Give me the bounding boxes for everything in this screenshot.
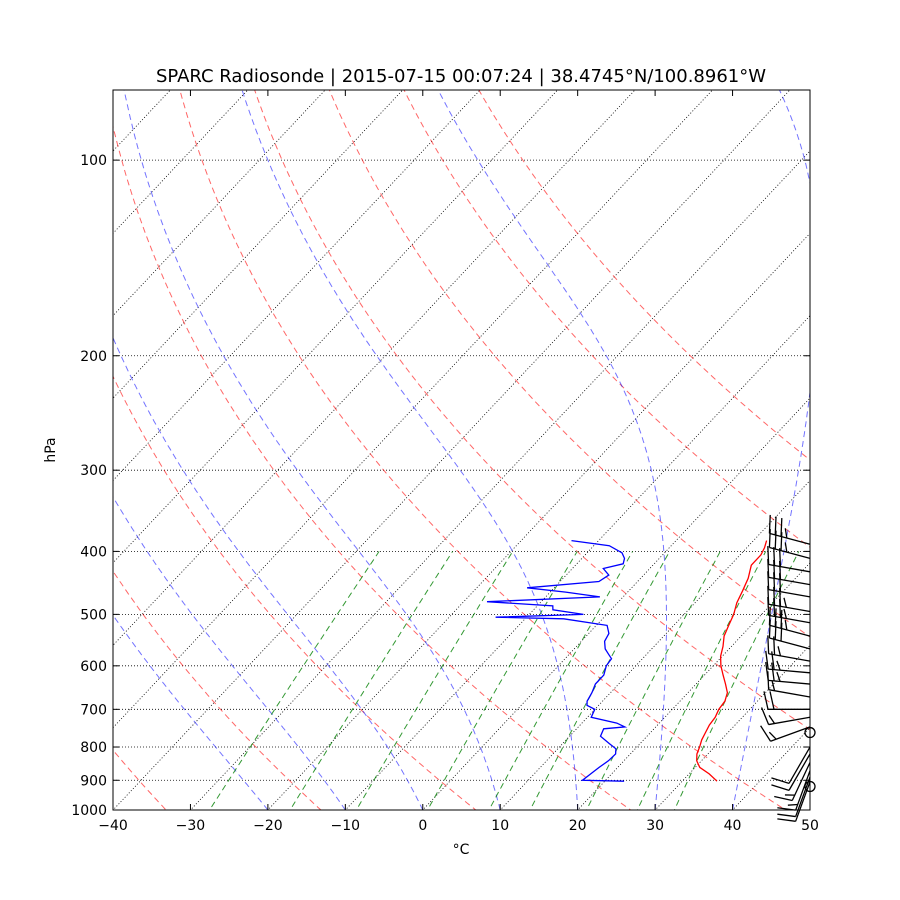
- wind-barb: [763, 691, 810, 710]
- moist-adiabat: [732, 90, 810, 810]
- dry-adiabat: [254, 90, 810, 731]
- isotherm-line: [809, 809, 810, 810]
- wind-barb: [765, 662, 811, 685]
- isotherm-line: [577, 562, 810, 810]
- isotherm-line: [267, 232, 810, 810]
- y-tick-label: 1000: [71, 803, 107, 819]
- y-tick-label: 400: [80, 544, 107, 560]
- y-tick-label: 100: [80, 153, 107, 169]
- y-axis-label: hPa: [43, 437, 59, 462]
- background-lines: [0, 16, 900, 824]
- wind-barb: [777, 781, 811, 822]
- dry-adiabat: [328, 90, 810, 638]
- y-tick-label: 800: [80, 740, 107, 756]
- wind-barb: [771, 753, 811, 791]
- wind-barbs: [760, 514, 816, 822]
- mixing-ratio-line: [585, 551, 721, 810]
- isotherm-line: [499, 479, 810, 810]
- isotherm-line: [189, 150, 810, 810]
- mixing-ratio-line: [636, 551, 767, 810]
- isotherm-line: [113, 90, 404, 399]
- isotherm-line: [113, 90, 326, 317]
- dry-adiabat: [113, 124, 632, 810]
- mixing-ratio-line: [209, 551, 380, 810]
- wind-barb: [774, 762, 811, 802]
- y-tick-label: 200: [80, 349, 107, 365]
- x-tick-label: −40: [98, 818, 128, 834]
- x-tick-label: −30: [176, 818, 206, 834]
- isotherm-line: [113, 90, 713, 729]
- moist-adiabat: [241, 90, 579, 810]
- x-tick-label: 10: [491, 818, 509, 834]
- isotherm-line: [113, 90, 249, 234]
- y-tick-label: 900: [80, 773, 107, 789]
- dry-adiabat: [113, 749, 167, 810]
- x-tick-label: −20: [253, 818, 283, 834]
- dry-adiabat: [113, 570, 322, 810]
- chart-title: SPARC Radiosonde | 2015-07-15 00:07:24 |…: [156, 66, 766, 87]
- dewpoint-profile: [486, 539, 628, 782]
- mixing-ratio-line: [529, 551, 671, 810]
- isotherm-line: [875, 16, 900, 824]
- mixing-ratio-line: [488, 551, 634, 810]
- wind-barb: [760, 707, 811, 726]
- wind-barb: [760, 725, 811, 742]
- x-tick-label: −10: [331, 818, 361, 834]
- mixing-ratio-line: [426, 551, 578, 810]
- x-tick-label: 20: [569, 818, 587, 834]
- moist-adiabat: [809, 807, 810, 810]
- x-tick-label: 50: [801, 818, 819, 834]
- moist-adiabat: [123, 90, 501, 810]
- profile-lines: [486, 539, 768, 782]
- wind-barb: [765, 650, 811, 674]
- isotherm-line: [344, 315, 810, 810]
- moist-adiabat: [113, 495, 346, 810]
- isotherm-line: [0, 16, 8, 824]
- y-tick-label: 300: [80, 463, 107, 479]
- dry-adiabat: [403, 90, 810, 548]
- moist-adiabat: [113, 336, 424, 810]
- temperature-profile: [696, 540, 768, 782]
- dry-adiabat: [179, 90, 787, 810]
- y-tick-label: 500: [80, 607, 107, 623]
- wind-barb: [768, 514, 811, 545]
- y-tick-label: 600: [80, 659, 107, 675]
- y-tick-label: 700: [80, 702, 107, 718]
- x-tick-label: 40: [724, 818, 742, 834]
- x-tick-label: 0: [418, 818, 427, 834]
- x-tick-label: 30: [646, 818, 664, 834]
- mixing-ratio-line: [289, 551, 454, 810]
- isotherm-line: [654, 644, 810, 810]
- moist-adiabat: [437, 90, 667, 810]
- plot-frame: [112, 89, 811, 811]
- wind-barb: [771, 746, 811, 785]
- wind-barb: [767, 546, 811, 573]
- mixing-ratio-line: [355, 551, 514, 810]
- dry-adiabat: [478, 90, 810, 461]
- x-axis-label: °C: [453, 842, 470, 858]
- moist-adiabat: [113, 614, 269, 810]
- axis-ticks: −40 −30 −20 −10 0 10 20 30 40 50 100 200 300 400 500 60…: [71, 90, 819, 834]
- isotherm-line: [0, 16, 85, 824]
- isotherm-line: [422, 397, 810, 810]
- mixing-ratio-line: [673, 551, 800, 810]
